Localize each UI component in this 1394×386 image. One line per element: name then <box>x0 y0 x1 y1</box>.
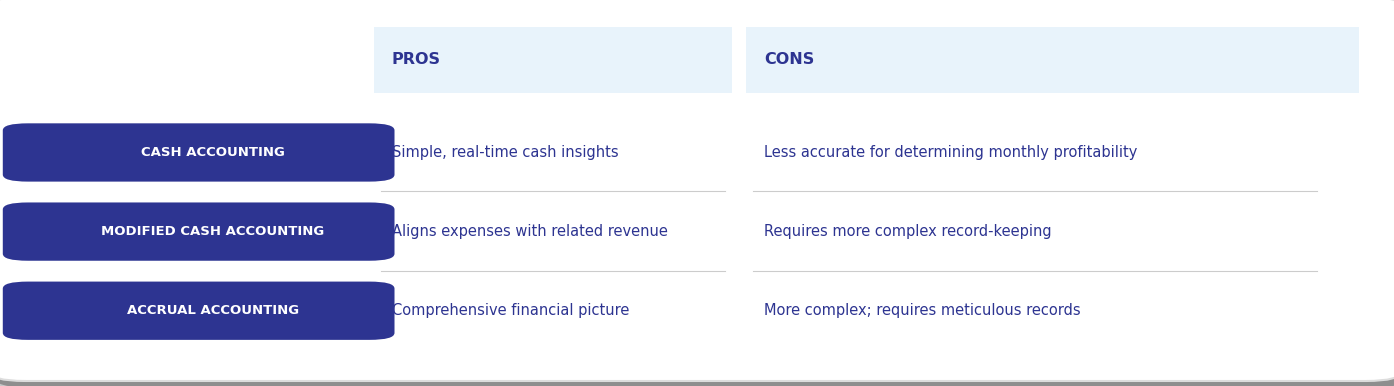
FancyBboxPatch shape <box>3 124 395 182</box>
Text: Aligns expenses with related revenue: Aligns expenses with related revenue <box>392 224 668 239</box>
FancyBboxPatch shape <box>3 202 395 261</box>
Text: CONS: CONS <box>764 52 814 67</box>
Text: CASH ACCOUNTING: CASH ACCOUNTING <box>141 146 284 159</box>
Text: More complex; requires meticulous records: More complex; requires meticulous record… <box>764 303 1080 318</box>
FancyBboxPatch shape <box>3 282 395 340</box>
Text: PROS: PROS <box>392 52 441 67</box>
Text: Comprehensive financial picture: Comprehensive financial picture <box>392 303 629 318</box>
Text: MODIFIED CASH ACCOUNTING: MODIFIED CASH ACCOUNTING <box>100 225 325 238</box>
Text: Less accurate for determining monthly profitability: Less accurate for determining monthly pr… <box>764 145 1138 160</box>
FancyBboxPatch shape <box>374 27 732 93</box>
FancyBboxPatch shape <box>746 27 1359 93</box>
Text: ACCRUAL ACCOUNTING: ACCRUAL ACCOUNTING <box>127 304 298 317</box>
Text: Simple, real-time cash insights: Simple, real-time cash insights <box>392 145 619 160</box>
Text: Requires more complex record-keeping: Requires more complex record-keeping <box>764 224 1051 239</box>
